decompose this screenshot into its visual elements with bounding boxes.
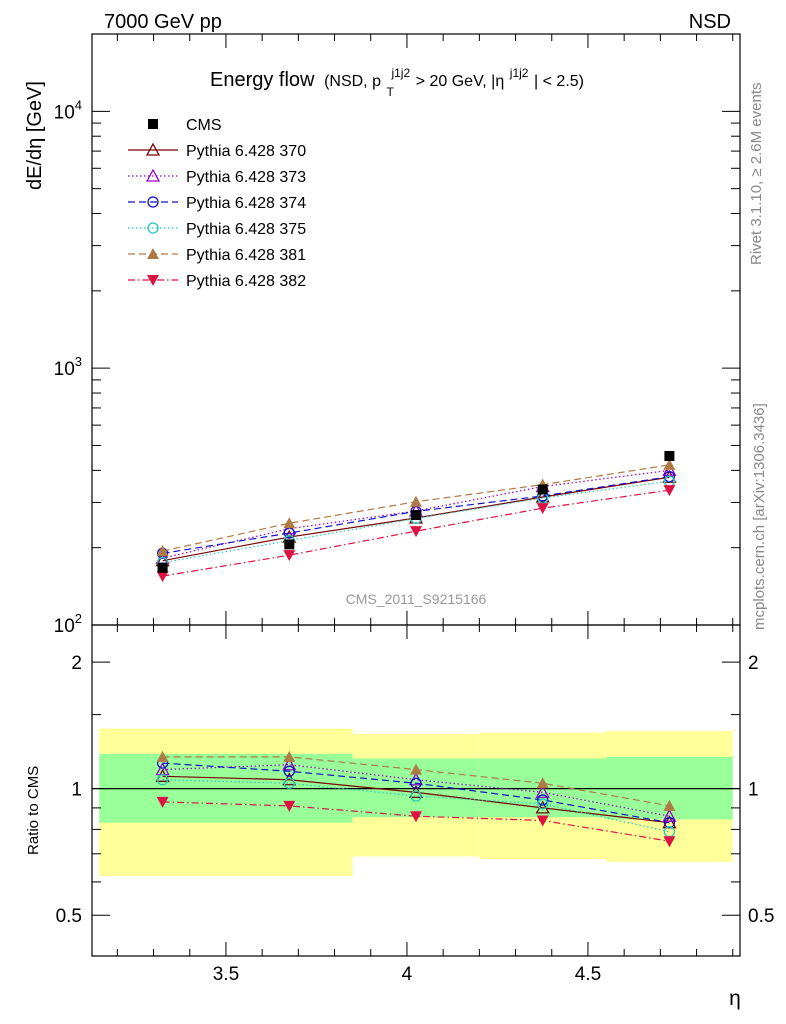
legend: CMS Pythia 6.428 370 Pythia 6.428 373 Pythi…: [128, 117, 306, 290]
ratio-point-4: [283, 750, 296, 762]
ratio-point-1: [282, 757, 297, 771]
ratio-y-tick-label-left: 2: [71, 653, 82, 674]
cms-data-point: [664, 450, 675, 461]
ratio-point-1: [662, 808, 677, 822]
plot-title-sup1: j1j2: [390, 66, 410, 80]
ratio-point-3: [156, 774, 169, 786]
ratio-line-5: [162, 801, 670, 842]
y-tick-label: 102: [54, 611, 82, 637]
legend-label-0: Pythia 6.428 370: [186, 143, 306, 160]
header-right: NSD: [689, 11, 731, 33]
ratio-point-3: [537, 798, 549, 810]
ratio-line-1: [162, 764, 670, 817]
ratio-point-1: [535, 784, 550, 798]
y-tick-label: 103: [54, 354, 82, 380]
series-line-4: [162, 464, 670, 552]
plot-title-sub-mid: > 20 GeV, |η: [416, 73, 505, 90]
ratio-y-tick-label-left: 1: [71, 780, 82, 801]
ratio-point-5: [663, 836, 676, 848]
series-point-0: [535, 489, 550, 503]
series-point-5: [663, 485, 676, 497]
ratio-line-3: [162, 779, 670, 833]
legend-marker-cms: [148, 119, 158, 129]
ratio-plot-ticks: 0.5 0.5 1 1 2 2 3.5 4 4.5: [56, 625, 774, 985]
ratio-point-5: [156, 796, 169, 808]
ratio-plot-series: [155, 750, 677, 848]
ratio-uncertainty-bands: [92, 728, 740, 876]
plot-title-sub-open: (NSD, p: [324, 73, 381, 90]
cms-data-point: [284, 539, 295, 550]
series-point-5: [410, 526, 422, 538]
legend-label-1: Pythia 6.428 373: [186, 169, 306, 186]
series-point-5: [156, 571, 169, 583]
plot-title: Energy flow (NSD, p T j1j2 > 20 GeV, |η …: [210, 60, 584, 101]
ratio-point-5: [283, 800, 296, 812]
legend-label-5: Pythia 6.428 382: [186, 273, 306, 290]
ratio-point-4: [410, 763, 422, 775]
ratio-y-tick-label-right: 2: [748, 653, 759, 674]
x-tick-label: 4.5: [575, 964, 601, 985]
ratio-y-tick-label-right: 0.5: [748, 906, 774, 927]
x-axis-label: η: [729, 987, 741, 1010]
analysis-watermark: CMS_2011_S9215166: [346, 591, 487, 607]
ratio-point-3: [410, 790, 422, 802]
series-line-3: [162, 480, 670, 564]
y-axis-label-main: dE/dη [GeV]: [24, 81, 46, 190]
legend-marker-2: [147, 196, 159, 208]
ratio-point-2: [663, 817, 676, 829]
legend-marker-5: [147, 275, 159, 286]
x-tick-label: 3.5: [213, 964, 239, 985]
y-tick-label: 104: [54, 97, 82, 123]
y-axis-label-ratio: Ratio to CMS: [25, 766, 42, 855]
series-point-5: [283, 550, 296, 562]
series-point-4: [156, 545, 169, 557]
plot-title-main: Energy flow: [210, 69, 315, 91]
main-plot-ticks: 102 103 104: [54, 33, 740, 637]
legend-marker-3: [147, 222, 159, 234]
legend-label-4: Pythia 6.428 381: [186, 247, 306, 264]
series-point-4: [283, 517, 296, 529]
legend-label-3: Pythia 6.428 375: [186, 221, 306, 238]
legend-label-2: Pythia 6.428 374: [186, 195, 306, 212]
ratio-point-3: [283, 777, 295, 789]
ratio-point-5: [410, 811, 422, 823]
series-point-5: [536, 503, 549, 515]
ratio-point-2: [537, 794, 549, 806]
header-left: 7000 GeV pp: [104, 11, 222, 33]
ratio-point-4: [536, 777, 549, 789]
main-plot-series: [155, 450, 677, 583]
mcplots-text: mcplots.cern.ch [arXiv:1306.3436]: [751, 403, 768, 630]
plot-title-sub-T: T: [387, 85, 395, 99]
ratio-point-4: [156, 750, 169, 762]
cms-data-point: [537, 484, 548, 495]
ratio-point-2: [283, 765, 295, 777]
legend-marker-4: [147, 248, 159, 259]
series-point-1: [282, 521, 297, 535]
legend-marker-1: [145, 168, 161, 182]
ratio-point-2: [410, 777, 422, 789]
ratio-line-2: [162, 762, 670, 824]
cms-data-point: [411, 510, 421, 521]
x-tick-label: 4: [402, 964, 413, 985]
plot-title-sub-close: | < 2.5): [534, 73, 584, 90]
plot-title-sup2: j1j2: [509, 66, 529, 80]
rivet-version-text: Rivet 3.1.10, ≥ 2.6M events: [748, 83, 765, 266]
ratio-point-4: [663, 799, 676, 811]
series-point-4: [663, 458, 676, 470]
ratio-y-tick-label-left: 0.5: [56, 906, 82, 927]
legend-marker-0: [145, 142, 161, 156]
legend-label-cms: CMS: [186, 117, 222, 134]
ratio-y-tick-label-right: 1: [748, 780, 759, 801]
ratio-point-5: [536, 815, 549, 827]
cms-data-point: [157, 562, 168, 573]
series-point-4: [410, 495, 422, 507]
ratio-plot-frame: [91, 624, 741, 957]
